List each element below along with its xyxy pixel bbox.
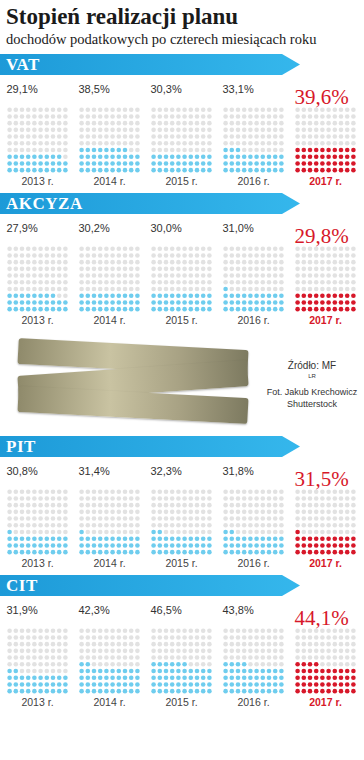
svg-text:30,3%: 30,3% — [151, 83, 182, 95]
html-text:Stopień realizacji planu: Stopień realizacji planu — [6, 4, 239, 29]
svg-text:2014 r.: 2014 r. — [93, 557, 125, 569]
svg-text:31,5%: 31,5% — [295, 467, 349, 491]
svg-text:31,0%: 31,0% — [223, 222, 254, 234]
html-text:AKCYZA: AKCYZA — [6, 194, 83, 213]
svg-text:38,5%: 38,5% — [79, 83, 110, 95]
svg-text:39,6%: 39,6% — [295, 85, 349, 109]
svg-text:2015 r.: 2015 r. — [165, 557, 197, 569]
svg-text:27,9%: 27,9% — [7, 222, 38, 234]
svg-text:2015 r.: 2015 r. — [165, 314, 197, 326]
html-text:LR: LR — [308, 373, 316, 379]
svg-text:30,0%: 30,0% — [151, 222, 182, 234]
svg-text:29,8%: 29,8% — [295, 224, 349, 248]
svg-text:2016 r.: 2016 r. — [237, 175, 269, 187]
svg-text:32,3%: 32,3% — [151, 465, 182, 477]
svg-text:44,1%: 44,1% — [295, 606, 349, 630]
html-text:PIT: PIT — [6, 437, 36, 456]
svg-text:2013 r.: 2013 r. — [21, 557, 53, 569]
svg-text:2014 r.: 2014 r. — [93, 696, 125, 708]
svg-text:2013 r.: 2013 r. — [21, 175, 53, 187]
svg-text:46,5%: 46,5% — [151, 604, 182, 616]
svg-text:2013 r.: 2013 r. — [21, 314, 53, 326]
svg-text:2016 r.: 2016 r. — [237, 696, 269, 708]
svg-text:29,1%: 29,1% — [7, 83, 38, 95]
svg-text:31,9%: 31,9% — [7, 604, 38, 616]
html-text:dochodów podatkowych po cztere: dochodów podatkowych po czterech miesiąc… — [6, 31, 317, 47]
svg-text:42,3%: 42,3% — [79, 604, 110, 616]
svg-text:2015 r.: 2015 r. — [165, 175, 197, 187]
svg-text:30,8%: 30,8% — [7, 465, 38, 477]
svg-text:2013 r.: 2013 r. — [21, 696, 53, 708]
svg-text:33,1%: 33,1% — [223, 83, 254, 95]
svg-text:2017 r.: 2017 r. — [309, 314, 342, 326]
svg-text:2016 r.: 2016 r. — [237, 557, 269, 569]
svg-text:2017 r.: 2017 r. — [309, 557, 342, 569]
html-text:VAT: VAT — [6, 55, 40, 74]
svg-text:2015 r.: 2015 r. — [165, 696, 197, 708]
svg-text:30,2%: 30,2% — [79, 222, 110, 234]
html-text:CIT: CIT — [6, 576, 38, 595]
svg-text:2017 r.: 2017 r. — [309, 175, 342, 187]
svg-text:2014 r.: 2014 r. — [93, 175, 125, 187]
svg-text:2017 r.: 2017 r. — [309, 696, 342, 708]
svg-text:31,8%: 31,8% — [223, 465, 254, 477]
html-text:Źródło: MF: Źródło: MF — [287, 360, 337, 371]
html-text:Fot. Jakub Krechowicz Shutters: Fot. Jakub Krechowicz Shutterstock — [266, 387, 358, 409]
svg-text:2014 r.: 2014 r. — [93, 314, 125, 326]
svg-text:31,4%: 31,4% — [79, 465, 110, 477]
svg-text:43,8%: 43,8% — [223, 604, 254, 616]
svg-text:2016 r.: 2016 r. — [237, 314, 269, 326]
